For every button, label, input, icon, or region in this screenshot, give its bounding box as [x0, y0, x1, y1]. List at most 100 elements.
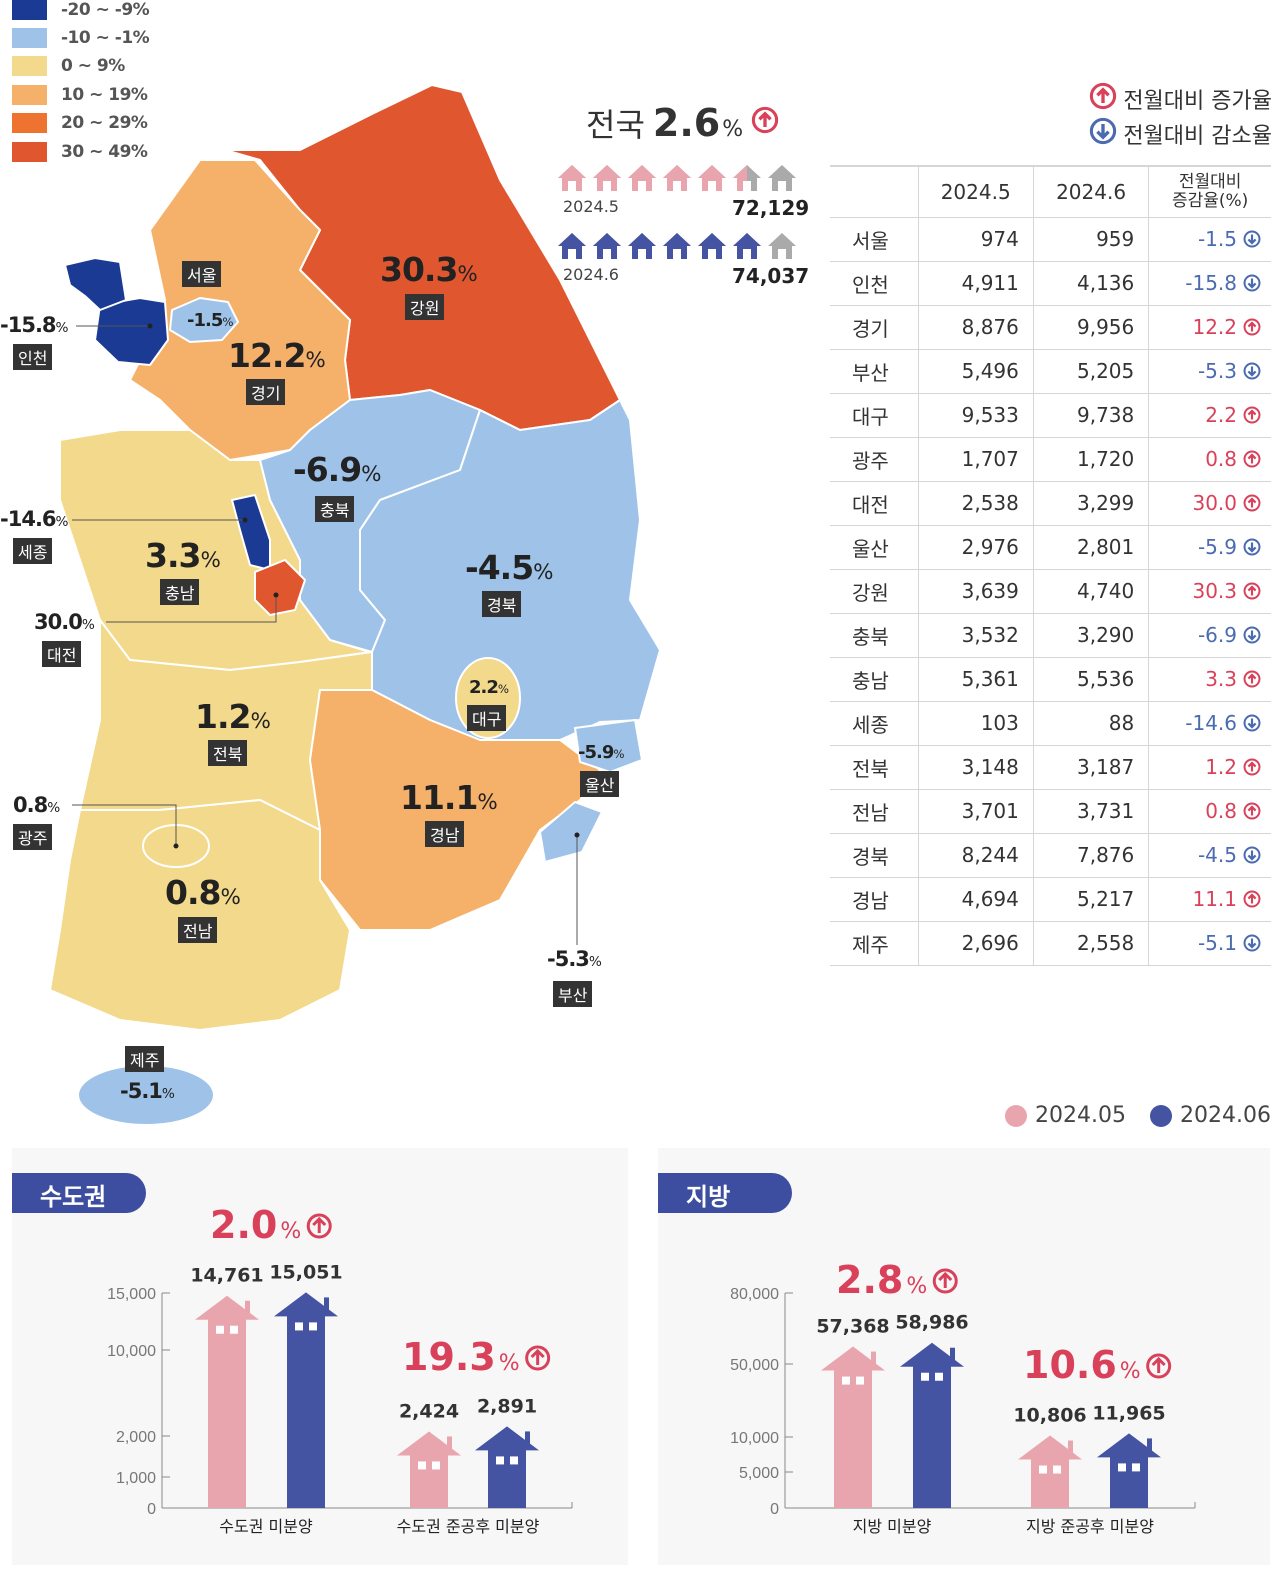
pct-jeju: -5.1%: [120, 1079, 175, 1103]
legend-swatch: [12, 113, 47, 133]
value-2024-5: 3,701: [917, 789, 1034, 834]
korea-map: [49, 84, 661, 1126]
legend-label: 2024.06: [1180, 1103, 1271, 1128]
up-arrow-circle-icon: [525, 1345, 551, 1371]
table-row: 강원 3,639 4,740 30.3: [830, 569, 1271, 614]
down-arrow-circle-icon: [1237, 535, 1261, 559]
bar-house-chimney: [525, 1431, 530, 1446]
unit: %: [722, 117, 744, 142]
tag-regional: 지방: [658, 1173, 792, 1213]
value-2024-5: 2,538: [917, 481, 1034, 526]
value-2024-5: 2,976: [917, 525, 1034, 570]
value-2024-6: 5,205: [1032, 349, 1149, 394]
value-2024-5: 3,532: [917, 613, 1034, 658]
badge-seoul: 서울: [182, 261, 222, 287]
table-row: 광주 1,707 1,720 0.8: [830, 437, 1271, 482]
region-name: 경북: [830, 833, 918, 878]
legend-item: -10 ~ -1%: [12, 28, 150, 48]
value-2024-5: 8,876: [917, 305, 1034, 350]
down-arrow-circle-icon: [1237, 227, 1261, 251]
value-2024-5: 3,639: [917, 569, 1034, 614]
pct-sejong: -14.6%: [0, 507, 68, 531]
pct-daegu: 2.2%: [469, 677, 509, 698]
pct-gyeonggi: 12.2%: [228, 336, 326, 375]
legend-label: 30 ~ 49%: [61, 142, 148, 162]
bar-house-body: [834, 1368, 872, 1508]
change-rate: 1.2: [1148, 745, 1271, 790]
legend-label: -20 ~ -9%: [61, 0, 150, 20]
change-unit: %: [280, 1219, 301, 1244]
table-row: 서울 974 959 -1.5: [830, 217, 1271, 262]
value-label: 58,986: [895, 1312, 968, 1334]
category-label: 지방 미분양: [853, 1517, 932, 1536]
region-seoul: [169, 297, 239, 343]
region-name: 전북: [830, 745, 918, 790]
change-value: 19.3: [402, 1335, 496, 1379]
bar-house-body: [913, 1364, 951, 1508]
bar-house-roof: [821, 1346, 885, 1371]
change-label: 2.0%: [210, 1203, 301, 1247]
legend-label: 10 ~ 19%: [61, 85, 148, 105]
bar-house-window: [216, 1325, 224, 1334]
legend-item: 20 ~ 29%: [12, 113, 148, 133]
bar-house-window: [1053, 1465, 1061, 1474]
bar-house-chimney: [1068, 1440, 1073, 1455]
bar-house-roof: [1097, 1433, 1161, 1458]
table-row: 울산 2,976 2,801 -5.9: [830, 525, 1271, 570]
badge-chungnam: 충남: [160, 579, 200, 605]
region-name: 전남: [830, 789, 918, 834]
total-value: 72,129: [732, 196, 810, 220]
badge-ulsan: 울산: [580, 771, 620, 797]
house-icon: [662, 163, 692, 195]
value-2024-6: 4,136: [1032, 261, 1149, 306]
value-2024-5: 1,707: [917, 437, 1034, 482]
badge-gwangju: 광주: [13, 824, 53, 850]
y-tick-label: 15,000: [107, 1286, 156, 1303]
pct-jeonnam: 0.8%: [165, 873, 241, 912]
bar-house-chimney: [245, 1300, 250, 1315]
house-icon: [557, 163, 587, 195]
bar-house-window: [496, 1456, 504, 1465]
legend-item: -20 ~ -9%: [12, 0, 150, 20]
value-2024-5: 5,361: [917, 657, 1034, 702]
bar-house-body: [287, 1314, 325, 1508]
change-rate: 0.8: [1148, 789, 1271, 834]
dot-icon: [1005, 1104, 1027, 1127]
down-arrow-circle-icon: [1089, 117, 1117, 151]
bar-house-roof: [274, 1292, 338, 1317]
table-row: 대구 9,533 9,738 2.2: [830, 393, 1271, 438]
national-label: 전국: [586, 106, 645, 144]
panel-regional: [658, 1148, 1270, 1565]
bar-house-chimney: [871, 1351, 876, 1366]
region-name: 부산: [830, 349, 918, 394]
value-label: 15,051: [269, 1261, 342, 1283]
badge-daejeon: 대전: [42, 641, 82, 667]
value-2024-6: 3,299: [1032, 481, 1149, 526]
table-header: [830, 165, 918, 218]
value-label: 2,424: [399, 1400, 459, 1422]
key-decrease: 전월대비 감소율: [1089, 117, 1272, 151]
table-header: 전월대비 증감율(%): [1148, 165, 1271, 218]
value-2024-6: 959: [1032, 217, 1149, 262]
down-arrow-circle-icon: [1237, 931, 1261, 955]
badge-gangwon: 강원: [405, 294, 445, 320]
value-2024-6: 9,956: [1032, 305, 1149, 350]
pct-gwangju: 0.8%: [13, 793, 60, 817]
bar-house-chimney: [950, 1347, 955, 1362]
change-rate: -5.3: [1148, 349, 1271, 394]
house-row-2024-6: [557, 231, 797, 263]
bar-house-window: [230, 1325, 238, 1334]
legend-label: 2024.05: [1035, 1103, 1126, 1128]
house-icon: [557, 231, 587, 263]
pct-busan: -5.3%: [547, 947, 602, 971]
y-tick-label: 10,000: [107, 1343, 156, 1360]
bar-house-body: [410, 1453, 448, 1508]
down-arrow-circle-icon: [1237, 843, 1261, 867]
pct-ulsan: -5.9%: [578, 742, 624, 763]
value-2024-6: 1,720: [1032, 437, 1149, 482]
legend-swatch: [12, 142, 47, 162]
region-name: 대구: [830, 393, 918, 438]
house-icon: [627, 163, 657, 195]
legend-item: 30 ~ 49%: [12, 142, 148, 162]
